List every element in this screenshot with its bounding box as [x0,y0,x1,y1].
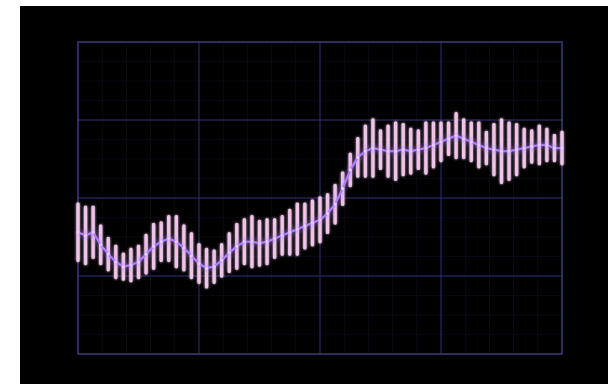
data-point [522,146,526,150]
data-point [227,251,231,255]
data-point [424,146,428,150]
data-point [288,230,292,234]
data-point [250,240,254,244]
chart [76,41,564,355]
data-point [477,143,481,147]
data-point [363,149,367,153]
plot-frame [77,41,563,355]
data-point [371,146,375,150]
data-point [552,146,557,150]
data-point [545,143,549,147]
data-point [378,148,383,152]
data-point [242,240,246,244]
data-point [507,149,511,153]
data-point [189,254,194,258]
data-point [303,224,307,228]
data-point [159,240,163,244]
data-point [431,143,436,147]
data-point [197,261,201,266]
data-point [280,233,284,238]
data-point [492,148,496,152]
data-point [416,148,420,152]
data-point [333,202,337,206]
data-point [446,137,451,141]
data-point [129,263,133,267]
data-point [235,244,239,248]
data-point [537,143,541,147]
data-point [454,134,458,138]
data-point [76,230,80,234]
data-point [121,265,125,269]
data-point [295,227,299,231]
data-point [469,140,473,144]
data-point [409,149,413,153]
major-gridlines [78,42,562,354]
data-point [394,149,398,153]
data-point [560,146,564,150]
data-point [136,260,141,264]
data-point [220,258,224,262]
data-point [348,168,352,172]
data-point [386,149,390,153]
data-point [401,148,405,152]
data-point [484,146,488,150]
data-point [499,149,504,153]
data-point [265,240,269,244]
data-point [530,144,534,149]
data-point [273,236,277,241]
data-point [174,240,178,244]
data-point [106,252,110,256]
data-point [212,265,216,269]
data-point [114,260,118,264]
data-point [257,241,262,245]
data-point [462,137,466,141]
data-point [356,155,360,160]
data-point [99,243,103,247]
data-point [515,148,519,152]
data-point [182,246,186,250]
data-point [204,266,209,270]
data-points [76,134,564,270]
data-point [144,252,148,256]
data-point [318,218,322,222]
data-point [341,187,345,191]
data-point [152,244,156,248]
data-point [91,230,95,234]
data-point [325,212,330,216]
oscilloscope-screen [20,6,608,384]
data-point [310,221,315,225]
data-point [83,233,88,238]
data-point [167,236,171,241]
data-point [439,140,443,144]
